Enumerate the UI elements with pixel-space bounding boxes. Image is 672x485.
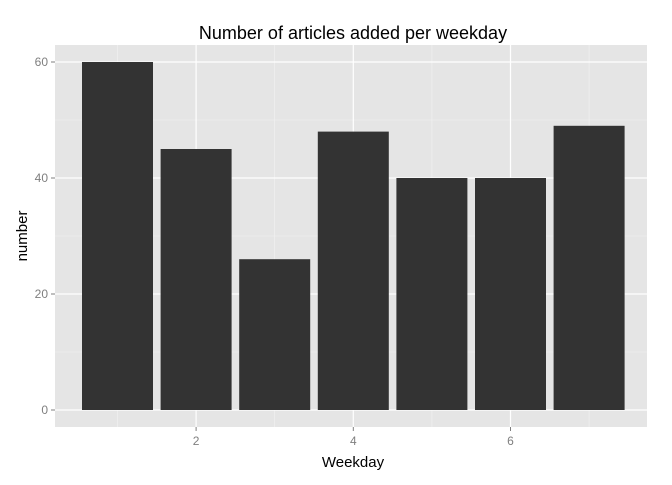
bar-7 [553,125,625,411]
bars [82,62,625,411]
bar-5 [396,178,468,410]
y-axis-ticks: 0 20 40 60 [35,55,55,417]
x-tick-label: 4 [350,434,357,448]
y-tick-label: 40 [35,171,49,185]
bar-3 [239,259,311,410]
x-tick-label: 2 [193,434,200,448]
chart-title: Number of articles added per weekday [199,23,507,43]
x-axis-ticks: 2 4 6 [193,427,514,448]
y-tick-label: 20 [35,287,49,301]
bar-2 [160,149,232,410]
bar-4 [317,131,389,410]
y-tick-label: 0 [41,403,48,417]
x-tick-label: 6 [507,434,514,448]
bar-1 [82,62,153,410]
y-axis-title: number [14,211,31,262]
bar-6 [475,178,546,410]
y-tick-label: 60 [35,55,49,69]
x-axis-title: Weekday [322,454,385,471]
